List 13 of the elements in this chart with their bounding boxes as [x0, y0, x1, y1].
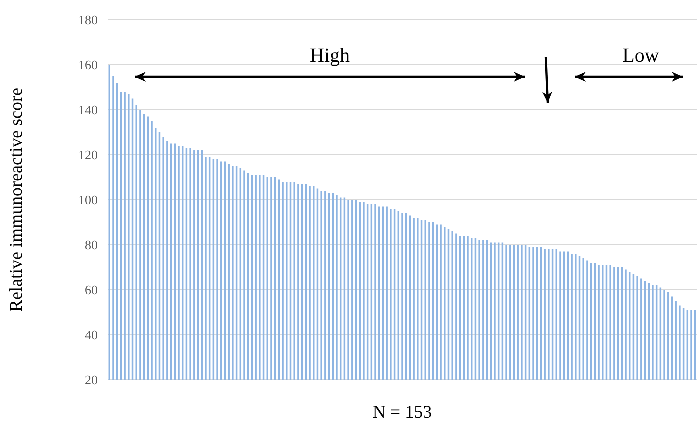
y-tick-label: 100 — [78, 192, 98, 208]
y-tick-label: 180 — [78, 12, 98, 28]
y-tick-label: 80 — [85, 238, 98, 253]
annotation: High — [310, 45, 350, 67]
y-tick-label: 40 — [85, 328, 98, 343]
x-axis-title: N = 153 — [372, 402, 432, 422]
y-tick-label: 160 — [78, 58, 98, 73]
y-tick-label: 60 — [85, 282, 98, 298]
y-axis-title: Relative immunoreactive score — [6, 88, 26, 312]
y-tick-label: 20 — [85, 372, 98, 388]
y-tick-label: 140 — [78, 102, 98, 118]
annotation: Low — [622, 45, 660, 67]
y-tick-label: 120 — [78, 148, 98, 163]
